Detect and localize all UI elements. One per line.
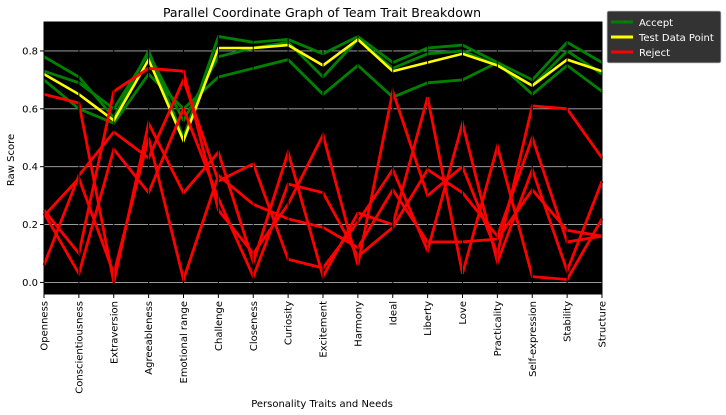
x-tick-label: Harmony <box>353 301 364 347</box>
x-tick-label: Openness <box>40 301 51 351</box>
legend-label: Reject <box>639 48 670 59</box>
x-tick-label: Extraversion <box>109 301 120 364</box>
x-axis-label: Personality Traits and Needs <box>251 399 393 410</box>
legend-label: Accept <box>639 18 673 29</box>
x-tick-label: Closeness <box>249 301 260 351</box>
x-tick-label: Practicality <box>493 301 504 356</box>
x-tick-label: Conscientiousness <box>74 301 85 394</box>
y-tick-label: 0.8 <box>22 46 38 57</box>
x-tick-label: Ideal <box>388 301 399 325</box>
x-tick-label: Love <box>458 301 469 325</box>
legend-label: Test Data Point <box>638 33 714 44</box>
y-axis-label: Raw Score <box>6 134 17 186</box>
y-tick-label: 0.4 <box>22 162 38 173</box>
x-tick-label: Stability <box>563 301 574 342</box>
x-tick-label: Agreeableness <box>144 301 155 375</box>
x-tick-label: Liberty <box>423 301 434 336</box>
y-tick-label: 0.0 <box>22 278 38 289</box>
x-tick-label: Curiosity <box>284 301 295 345</box>
y-tick-label: 0.6 <box>22 104 38 115</box>
legend-box <box>606 10 722 64</box>
chart-title: Parallel Coordinate Graph of Team Trait … <box>163 5 481 20</box>
x-tick-label: Self-expression <box>528 301 539 377</box>
y-tick-label: 0.2 <box>22 220 38 231</box>
x-tick-label: Challenge <box>214 301 225 351</box>
x-tick-label: Emotional range <box>179 301 190 384</box>
x-tick-label: Structure <box>598 301 609 348</box>
x-tick-label: Excitement <box>319 301 330 358</box>
